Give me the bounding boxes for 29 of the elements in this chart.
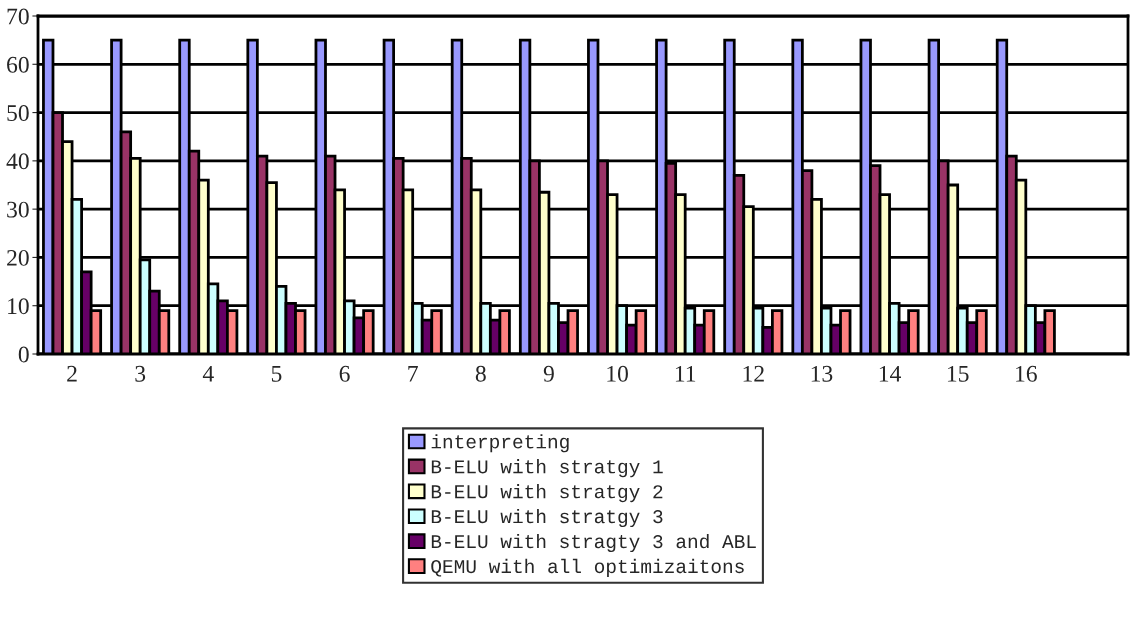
x-tick-label: 6 (339, 365, 350, 382)
legend-label: B-ELU with stratgy 1 (431, 459, 663, 478)
x-tick-label: 4 (202, 365, 214, 382)
x-tick-label: 13 (811, 365, 833, 382)
x-tick-label: 14 (879, 365, 901, 382)
x-tick-label: 3 (135, 365, 146, 382)
x-tick-label: 15 (947, 365, 969, 382)
y-tick-label: 70 (7, 8, 29, 25)
y-tick-label: 60 (7, 56, 29, 73)
legend-label: B-ELU with stratgy 2 (431, 484, 663, 503)
x-tick-label: 9 (543, 365, 554, 382)
legend-label: interpreting (431, 434, 569, 453)
y-tick-label: 10 (8, 298, 29, 315)
x-tick-label: 8 (475, 365, 486, 382)
legend-label: B-ELU with stratgy 3 (431, 508, 663, 528)
y-tick-label: 0 (18, 346, 29, 363)
legend-label: QEMU with all optimizaitons (431, 558, 744, 577)
y-tick-label: 50 (7, 105, 29, 121)
y-tick-label: 40 (6, 153, 29, 170)
x-tick-label: 2 (67, 365, 77, 382)
y-tick-label: 30 (7, 201, 29, 218)
x-tick-label: 5 (271, 366, 282, 382)
x-tick-label: 11 (675, 365, 696, 382)
x-tick-label: 16 (1016, 365, 1037, 382)
x-tick-label: 10 (607, 365, 628, 382)
y-tick-label: 20 (7, 249, 29, 266)
x-tick-label: 7 (408, 366, 418, 382)
legend-label: B-ELU with stragty 3 and ABL (431, 533, 756, 553)
x-tick-label: 12 (743, 365, 764, 382)
